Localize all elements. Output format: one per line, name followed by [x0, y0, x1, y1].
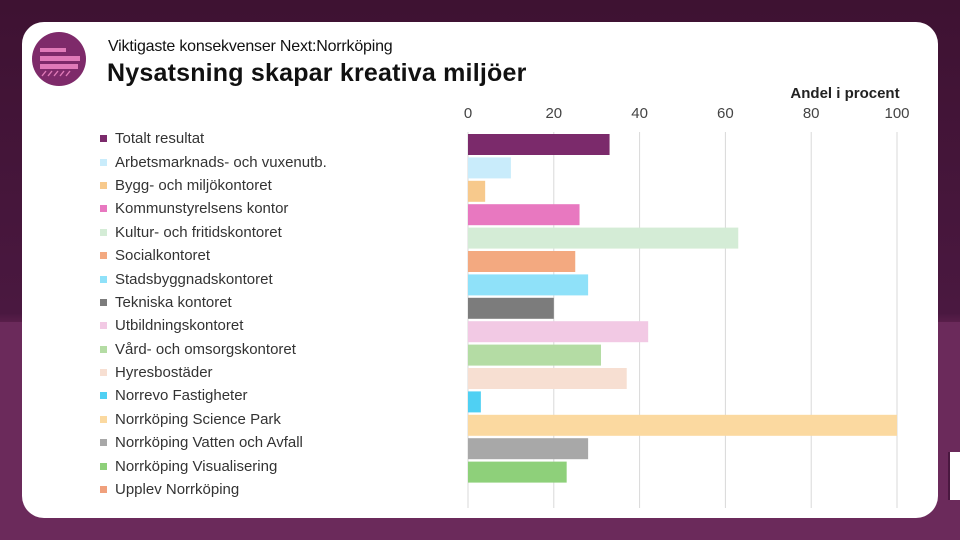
bar [468, 368, 627, 389]
legend-label: Kultur- och fritidskontoret [115, 223, 282, 241]
legend-swatch [100, 462, 107, 470]
legend-swatch [100, 181, 107, 189]
legend-label: Norrköping Visualisering [115, 457, 278, 475]
legend-label: Upplev Norrköping [115, 481, 240, 499]
legend-swatch [100, 298, 107, 306]
legend-label: Utbildningskontoret [115, 317, 244, 335]
bar [468, 134, 610, 155]
legend-label: Norrköping Science Park [115, 410, 281, 428]
legend-item: Upplev Norrköping [100, 478, 327, 501]
tick-label: 60 [717, 105, 734, 122]
legend-swatch [100, 322, 107, 330]
legend-swatch [100, 205, 107, 213]
bar [468, 157, 511, 179]
legend-swatch [100, 275, 107, 283]
bar-chart: 0 20 40 60 80 100 Andel i procent [464, 85, 910, 508]
bar [468, 461, 567, 483]
legend-label: Norrevo Fastigheter [115, 387, 248, 405]
legend-item: Norrevo Fastigheter [100, 384, 327, 407]
legend-label: Bygg- och miljökontoret [115, 176, 272, 194]
tick-label: 20 [545, 105, 562, 122]
legend-label: Stadsbyggnadskontoret [115, 270, 273, 288]
legend-swatch [100, 486, 107, 494]
legend-item: Norrköping Science Park [100, 408, 327, 431]
legend-label: Arbetsmarknads- och vuxenutb. [115, 153, 327, 171]
legend-swatch [100, 135, 107, 143]
legend-label: Tekniska kontoret [115, 293, 232, 311]
legend-swatch [100, 415, 107, 423]
legend-item: Norrköping Vatten och Avfall [100, 431, 327, 454]
slide-card: Viktigaste konsekvenser Next:Norrköping … [22, 22, 938, 518]
tick-label: 80 [803, 105, 820, 122]
chart-legend: Totalt resultat Arbetsmarknads- och vuxen… [100, 127, 327, 501]
bar [468, 344, 601, 366]
legend-item: Kommunstyrelsens kontor [100, 197, 327, 220]
edge-tab [948, 452, 960, 500]
legend-label: Norrköping Vatten och Avfall [115, 434, 303, 452]
bar [468, 251, 576, 272]
legend-swatch [100, 439, 107, 447]
tick-label: 100 [884, 105, 909, 122]
brand-logo-icon [32, 32, 86, 86]
legend-item: Arbetsmarknads- och vuxenutb. [100, 150, 327, 173]
slide-title: Nysatsning skapar kreativa miljöer [107, 59, 527, 87]
legend-item: Utbildningskontoret [100, 314, 327, 337]
bar [468, 321, 649, 343]
legend-swatch [100, 345, 107, 353]
slide-subtitle: Viktigaste konsekvenser Next:Norrköping [108, 38, 393, 55]
tick-label: 0 [464, 105, 472, 122]
legend-swatch [100, 392, 107, 400]
legend-item: Hyresbostäder [100, 361, 327, 384]
axis-title: Andel i procent [790, 85, 899, 102]
legend-swatch [100, 369, 107, 377]
legend-label: Socialkontoret [115, 247, 211, 265]
legend-item: Tekniska kontoret [100, 291, 327, 314]
legend-label: Totalt resultat [115, 130, 205, 148]
legend-label: Kommunstyrelsens kontor [115, 200, 289, 218]
legend-swatch [100, 158, 107, 166]
bar [468, 227, 739, 249]
legend-swatch [100, 228, 107, 236]
legend-label: Hyresbostäder [115, 364, 213, 382]
bar [468, 297, 554, 319]
legend-item: Stadsbyggnadskontoret [100, 267, 327, 290]
legend-label: Vård- och omsorgskontoret [115, 340, 296, 358]
bar [468, 204, 580, 226]
legend-swatch [100, 252, 107, 260]
legend-item: Socialkontoret [100, 244, 327, 267]
legend-item: Kultur- och fritidskontoret [100, 221, 327, 244]
bar [468, 180, 486, 202]
bar [468, 438, 589, 460]
tick-label: 40 [631, 105, 648, 122]
legend-item: Vård- och omsorgskontoret [100, 338, 327, 361]
bar [468, 274, 589, 296]
legend-item: Bygg- och miljökontoret [100, 174, 327, 197]
legend-item: Norrköping Visualisering [100, 454, 327, 477]
bar [468, 414, 897, 436]
bar [468, 391, 481, 413]
legend-item: Totalt resultat [100, 127, 327, 150]
